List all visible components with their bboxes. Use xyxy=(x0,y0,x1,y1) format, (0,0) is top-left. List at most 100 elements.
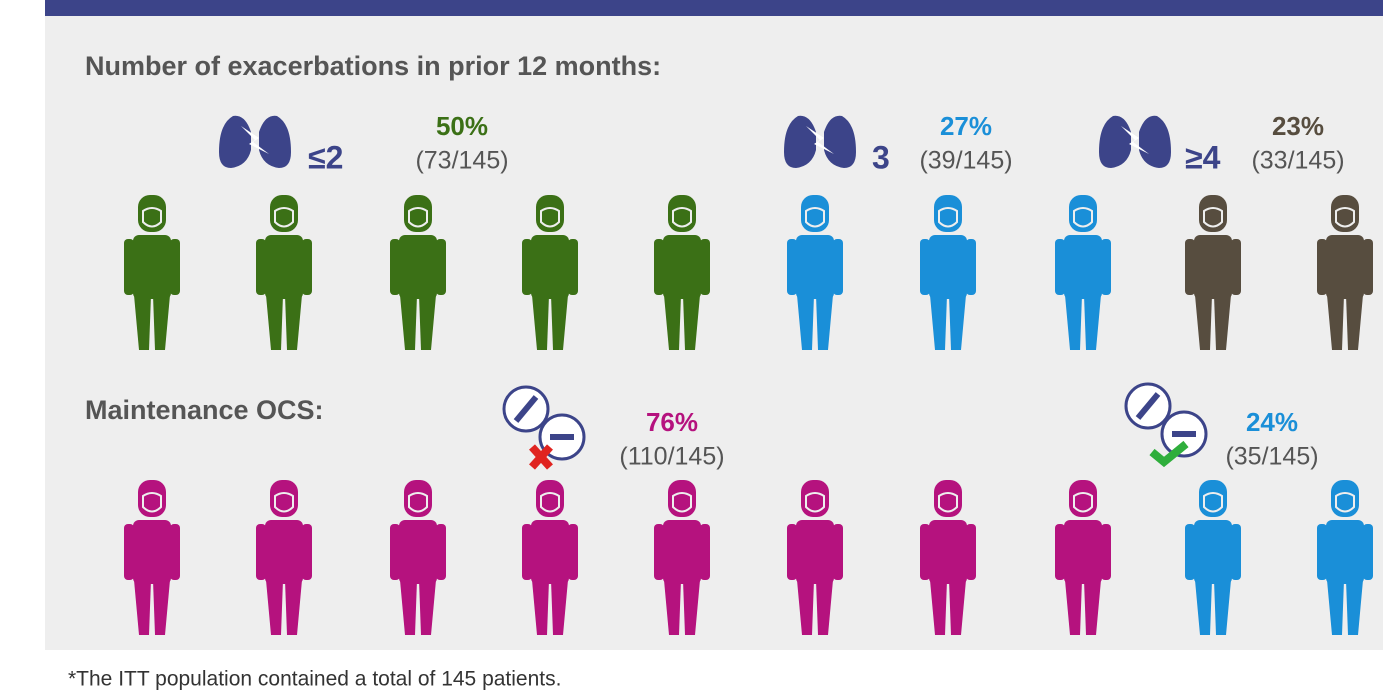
lungs-icon xyxy=(784,112,856,168)
face xyxy=(938,207,958,228)
lung xyxy=(784,112,816,168)
cross xyxy=(529,444,553,470)
panel xyxy=(45,16,1383,650)
person-icon xyxy=(1185,480,1241,635)
torso xyxy=(133,520,171,584)
torso xyxy=(399,235,437,299)
leg xyxy=(285,580,302,635)
pills-icon xyxy=(1124,382,1208,468)
arm xyxy=(787,239,797,295)
torso xyxy=(1326,520,1364,584)
arm xyxy=(436,524,446,580)
group-label: 3 xyxy=(872,139,890,175)
torso xyxy=(663,235,701,299)
arm xyxy=(700,524,710,580)
group-count: (110/145) xyxy=(619,443,724,471)
face xyxy=(672,492,692,513)
torso xyxy=(1064,520,1102,584)
arm xyxy=(390,239,400,295)
face xyxy=(1203,207,1223,228)
person-icon xyxy=(787,480,843,635)
face xyxy=(805,492,825,513)
leg xyxy=(153,295,170,350)
arm xyxy=(920,524,930,580)
group-percent: 50% xyxy=(436,111,488,141)
group-percent: 76% xyxy=(646,407,698,437)
arm xyxy=(1101,239,1111,295)
face xyxy=(274,492,294,513)
leg xyxy=(1327,580,1344,635)
leg xyxy=(532,580,549,635)
bolt xyxy=(806,126,834,154)
face xyxy=(1073,492,1093,513)
face xyxy=(408,207,428,228)
arm xyxy=(966,524,976,580)
arm xyxy=(700,239,710,295)
person-icon xyxy=(1185,195,1241,350)
pill-line xyxy=(1135,392,1161,420)
face xyxy=(1073,207,1093,228)
arm xyxy=(522,524,532,580)
person-icon xyxy=(654,480,710,635)
leg xyxy=(134,580,151,635)
face xyxy=(938,492,958,513)
leg xyxy=(1195,580,1212,635)
group-percent: 27% xyxy=(940,111,992,141)
person-icon xyxy=(522,195,578,350)
arm xyxy=(1363,239,1373,295)
leg xyxy=(1346,580,1363,635)
arm xyxy=(1317,524,1327,580)
arm xyxy=(1317,239,1327,295)
lung xyxy=(1099,112,1131,168)
leg xyxy=(532,295,549,350)
leg xyxy=(930,580,947,635)
leg xyxy=(1327,295,1344,350)
arm xyxy=(966,239,976,295)
leg xyxy=(1065,295,1082,350)
bolt xyxy=(1121,126,1149,154)
arm xyxy=(302,239,312,295)
header-bar xyxy=(45,0,1383,16)
person-icon xyxy=(256,480,312,635)
person-icon xyxy=(1055,195,1111,350)
leg xyxy=(797,295,814,350)
arm xyxy=(833,239,843,295)
leg xyxy=(266,295,283,350)
face xyxy=(274,207,294,228)
lung xyxy=(219,112,251,168)
person-icon xyxy=(920,480,976,635)
arm xyxy=(568,239,578,295)
arm xyxy=(170,239,180,295)
face xyxy=(1203,492,1223,513)
pills-icon xyxy=(502,385,586,470)
leg xyxy=(285,295,302,350)
person-icon xyxy=(124,195,180,350)
arm xyxy=(170,524,180,580)
leg xyxy=(551,580,568,635)
arm xyxy=(654,239,664,295)
leg xyxy=(1084,295,1101,350)
face xyxy=(672,207,692,228)
torso xyxy=(663,520,701,584)
leg xyxy=(1214,580,1231,635)
torso xyxy=(265,520,303,584)
arm xyxy=(654,524,664,580)
leg xyxy=(816,580,833,635)
face xyxy=(540,207,560,228)
bolt xyxy=(241,126,269,154)
group-count: (39/145) xyxy=(919,147,1012,175)
torso xyxy=(399,520,437,584)
arm xyxy=(568,524,578,580)
leg xyxy=(134,295,151,350)
footnote: *The ITT population contained a total of… xyxy=(68,668,561,691)
leg xyxy=(816,295,833,350)
person-icon xyxy=(1317,480,1373,635)
leg xyxy=(400,295,417,350)
face xyxy=(142,207,162,228)
torso xyxy=(531,235,569,299)
torso xyxy=(1326,235,1364,299)
arm xyxy=(920,239,930,295)
lung xyxy=(824,112,856,168)
arm xyxy=(256,239,266,295)
